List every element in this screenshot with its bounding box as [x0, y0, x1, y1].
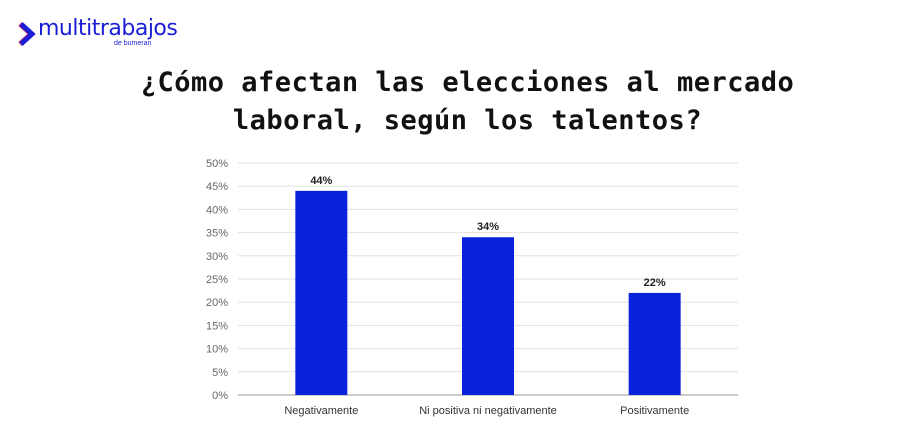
y-tick-label: 5% [212, 367, 228, 379]
y-tick-label: 35% [206, 228, 228, 240]
chevron-logo-icon [18, 22, 36, 46]
chart-title: ¿Cómo afectan las elecciones al mercado … [0, 64, 900, 140]
y-tick-label: 10% [206, 344, 228, 356]
title-line-2: laboral, según los talentos? [232, 105, 703, 136]
x-tick-label: Ni positiva ni negativamente [419, 405, 557, 417]
data-label: 34% [477, 221, 499, 233]
y-tick-label: 30% [206, 251, 228, 263]
bar [295, 190, 348, 395]
y-tick-label: 25% [206, 274, 228, 286]
x-tick-label: Positivamente [620, 405, 689, 417]
data-label: 22% [644, 277, 666, 289]
logo-sub: de bumeran [114, 40, 152, 47]
multitrabajos-logo: multitrabajos de bumeran [18, 16, 178, 50]
title-line-1: ¿Cómo afectan las elecciones al mercado [140, 67, 795, 98]
bar [462, 237, 514, 395]
bar [628, 292, 681, 395]
y-tick-label: 20% [206, 297, 228, 309]
y-tick-label: 15% [206, 320, 228, 332]
logo-name: multitrabajos [38, 16, 178, 41]
y-tick-label: 40% [206, 204, 228, 216]
y-tick-label: 45% [206, 181, 228, 193]
data-label: 44% [310, 175, 332, 187]
y-tick-label: 0% [212, 390, 228, 402]
x-tick-label: Negativamente [284, 405, 358, 417]
y-tick-label: 50% [206, 158, 228, 170]
